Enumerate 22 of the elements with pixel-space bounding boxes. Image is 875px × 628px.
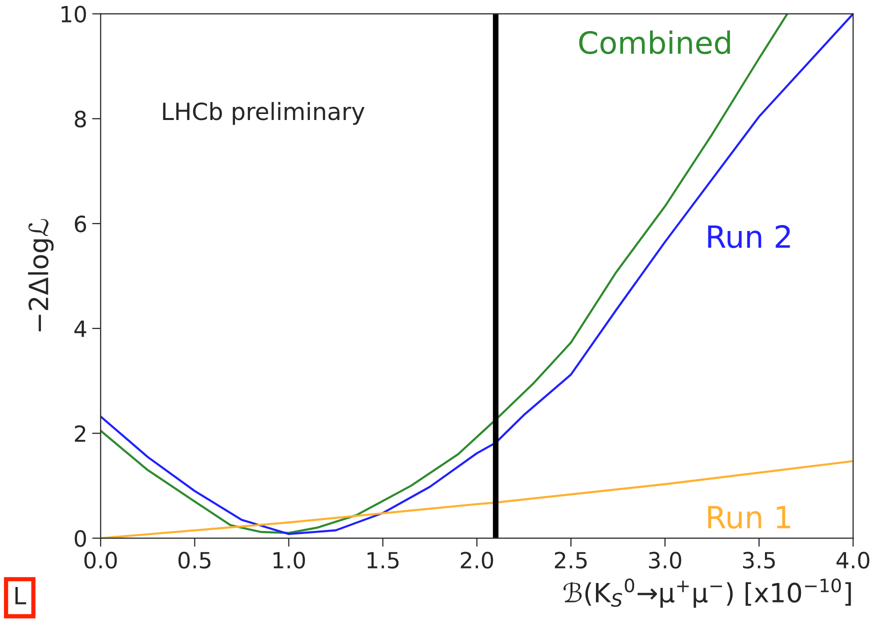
x-tick-label: 3.0 — [649, 552, 682, 569]
x-tick-label: 2.0 — [460, 552, 494, 569]
x-tick-label: 0.5 — [178, 552, 210, 569]
text: L — [15, 587, 26, 604]
x-tick-label: 1.5 — [368, 552, 399, 569]
y-tick-label: 0 — [74, 530, 86, 547]
y-axis-title: −2Δlogℒ — [28, 219, 54, 332]
x-tick-label: 0.0 — [84, 552, 117, 569]
y-tick-label: 4 — [74, 320, 86, 337]
x-tick-label: 1.0 — [274, 552, 305, 569]
y-tick-label: 8 — [74, 110, 86, 128]
series-label: Run 1 — [708, 506, 790, 529]
series-label: Combined — [579, 30, 730, 54]
x-tick-label: 4.0 — [836, 552, 870, 569]
series-label: Run 2 — [708, 225, 790, 248]
y-tick-label: 10 — [62, 6, 86, 23]
text: ℬ(K$_{S}$$^{0}$→μ$^{+}$μ$^{−}$) [x10$^{−10}$] — [564, 578, 851, 608]
y-tick-label: 2 — [74, 425, 86, 442]
annotation: LHCb preliminary — [163, 102, 364, 125]
x-tick-label: 3.5 — [743, 552, 775, 569]
x-tick-label: 2.5 — [554, 552, 587, 569]
y-tick-label: 6 — [74, 216, 86, 232]
